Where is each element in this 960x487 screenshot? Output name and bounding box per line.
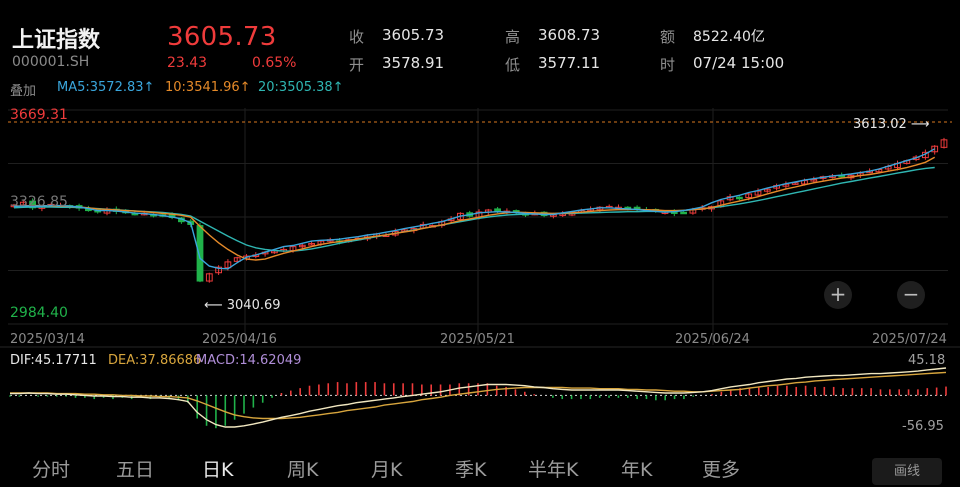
low-label: 低 bbox=[505, 56, 521, 74]
ma5-legend: MA5:3572.83↑ bbox=[57, 80, 155, 95]
y-label-mid: 3326.85 bbox=[10, 194, 68, 210]
candle-body bbox=[791, 182, 799, 185]
macd-y-top: 45.18 bbox=[908, 353, 945, 368]
x-tick-label: 2025/06/24 bbox=[675, 332, 750, 347]
tab-quarterly-k[interactable]: 季K bbox=[455, 459, 487, 481]
x-tick-label: 2025/04/16 bbox=[202, 332, 277, 347]
tab-five-day[interactable]: 五日 bbox=[116, 459, 155, 481]
x-tick-label: 2025/05/21 bbox=[440, 332, 515, 347]
ma5-line bbox=[13, 148, 936, 270]
candle-body bbox=[205, 273, 213, 282]
ma20-line bbox=[13, 166, 935, 252]
y-label-top: 3669.31 bbox=[10, 107, 68, 123]
candle-body bbox=[298, 244, 306, 248]
candle-body bbox=[215, 266, 222, 274]
index-name: 上证指数 bbox=[12, 28, 101, 53]
tab-weekly-k[interactable]: 周K bbox=[287, 459, 319, 481]
tab-monthly-k[interactable]: 月K bbox=[371, 459, 403, 481]
candle-body bbox=[940, 139, 948, 148]
time-label: 时 bbox=[660, 56, 676, 74]
zoom-out-button[interactable]: − bbox=[897, 281, 925, 309]
candle-body bbox=[308, 243, 315, 246]
candle-body bbox=[745, 193, 753, 199]
min-annotation: ⟵ 3040.69 bbox=[204, 298, 281, 313]
dif-label: DIF:45.17711 bbox=[10, 353, 97, 368]
macd-histogram-group bbox=[9, 382, 947, 429]
open-value: 3578.91 bbox=[382, 54, 445, 72]
tab-daily-k[interactable]: 日K bbox=[202, 459, 234, 481]
macd-y-bottom: -56.95 bbox=[902, 419, 944, 434]
candle-body bbox=[233, 257, 241, 262]
candle-body bbox=[224, 261, 232, 269]
amount-value: 8522.40亿 bbox=[693, 29, 765, 45]
candle-body bbox=[680, 211, 687, 215]
candles-group bbox=[10, 137, 948, 283]
zoom-in-button[interactable]: + bbox=[824, 281, 852, 309]
ma10-line bbox=[13, 156, 936, 261]
tab-more[interactable]: 更多 bbox=[702, 459, 741, 481]
overlay-button[interactable]: 叠加 bbox=[10, 84, 37, 99]
low-value: 3577.11 bbox=[538, 54, 601, 72]
max-annotation: 3613.02 ⟶ bbox=[853, 117, 930, 132]
candle-body bbox=[736, 196, 743, 200]
dea-label: DEA:37.86686 bbox=[108, 353, 201, 368]
x-tick-label: 2025/07/24 bbox=[872, 332, 947, 347]
y-label-bottom: 2984.40 bbox=[10, 305, 68, 321]
high-value: 3608.73 bbox=[538, 26, 601, 44]
ma20-legend: 20:3505.38↑ bbox=[258, 80, 344, 95]
current-price: 3605.73 bbox=[167, 22, 277, 52]
time-value: 07/24 15:00 bbox=[693, 54, 785, 72]
candle-body bbox=[29, 200, 36, 209]
candle-body bbox=[19, 201, 27, 206]
tab-intraday[interactable]: 分时 bbox=[32, 459, 71, 481]
price-change-pct: 0.65% bbox=[252, 55, 297, 71]
dif-line bbox=[10, 367, 947, 428]
high-label: 高 bbox=[505, 28, 521, 46]
candle-body bbox=[931, 145, 939, 153]
candle-body bbox=[763, 188, 771, 192]
amount-label: 额 bbox=[660, 28, 676, 46]
index-code: 000001.SH bbox=[12, 54, 90, 70]
close-value: 3605.73 bbox=[382, 26, 445, 44]
tab-half-year-k[interactable]: 半年K bbox=[528, 459, 579, 481]
candle-body bbox=[810, 179, 818, 182]
close-label: 收 bbox=[349, 28, 365, 46]
dea-line bbox=[10, 371, 947, 420]
price-change: 23.43 bbox=[167, 55, 208, 71]
draw-line-button[interactable]: 画线 bbox=[872, 458, 942, 485]
open-label: 开 bbox=[349, 56, 365, 74]
tab-yearly-k[interactable]: 年K bbox=[621, 459, 653, 481]
macd-label: MACD:14.62049 bbox=[196, 353, 301, 368]
x-tick-label: 2025/03/14 bbox=[10, 332, 85, 347]
ma10-legend: 10:3541.96↑ bbox=[165, 80, 251, 95]
